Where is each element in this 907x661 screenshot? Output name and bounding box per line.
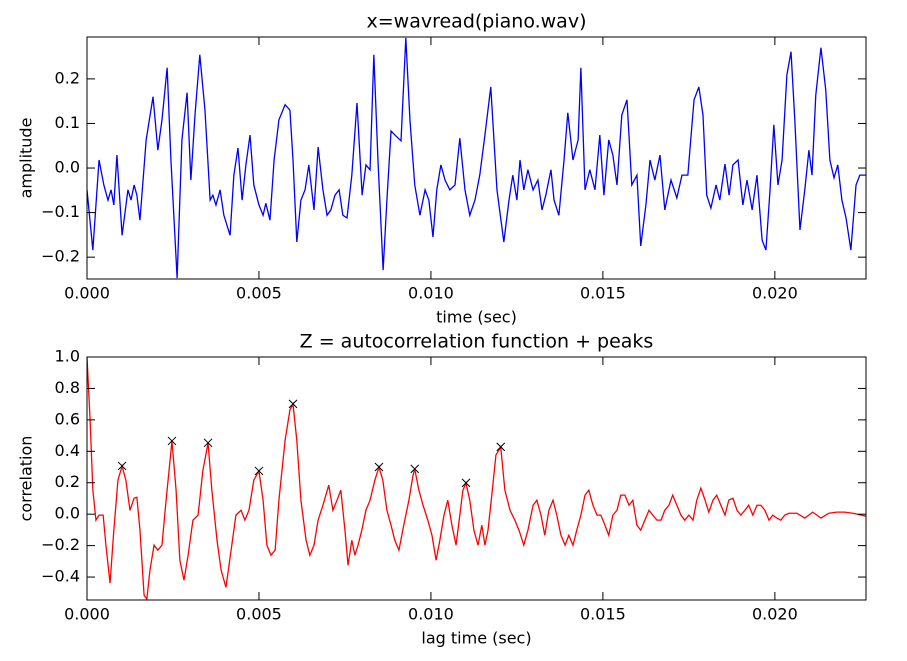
y-axis-label: amplitude [17, 118, 36, 199]
y-tick-label: −0.1 [41, 202, 80, 221]
chart-title: Z = autocorrelation function + peaks [300, 331, 654, 353]
peak-marker [496, 442, 506, 452]
y-tick-label: 1.0 [55, 347, 80, 366]
data-line [87, 37, 866, 279]
x-tick-label: 0.015 [580, 284, 626, 303]
x-tick-label: 0.020 [752, 284, 798, 303]
chart-title: x=wavread(piano.wav) [367, 11, 587, 33]
y-tick-label: 0.6 [55, 409, 80, 428]
y-tick-label: −0.4 [41, 567, 80, 586]
y-tick-label: 0.2 [55, 68, 80, 87]
peak-marker [203, 438, 213, 448]
y-tick-label: −0.2 [41, 247, 80, 266]
x-tick-label: 0.015 [580, 605, 626, 624]
x-tick-label: 0.000 [64, 284, 110, 303]
x-axis-label: time (sec) [436, 308, 517, 327]
y-tick-label: 0.0 [55, 504, 80, 523]
peak-marker [374, 462, 384, 472]
peak-marker [167, 436, 177, 446]
peak-marker [254, 466, 264, 476]
y-tick-label: 0.2 [55, 472, 80, 491]
y-tick-label: 0.8 [55, 378, 80, 397]
axes-frame [86, 356, 867, 601]
x-tick-label: 0.020 [752, 605, 798, 624]
x-tick-label: 0.010 [408, 284, 454, 303]
y-tick-label: −0.2 [41, 535, 80, 554]
peak-marker [288, 399, 298, 409]
axes-frame [86, 36, 867, 280]
peak-marker [461, 478, 471, 488]
y-tick-label: 0.1 [55, 113, 80, 132]
y-axis-label: correlation [17, 436, 36, 522]
x-axis-label: lag time (sec) [421, 629, 531, 648]
x-tick-label: 0.000 [64, 605, 110, 624]
peak-marker [117, 461, 127, 471]
y-tick-label: 0.4 [55, 441, 80, 460]
x-tick-label: 0.010 [408, 605, 454, 624]
x-tick-label: 0.005 [236, 605, 282, 624]
y-tick-label: 0.0 [55, 158, 80, 177]
peak-marker [410, 464, 420, 474]
x-tick-label: 0.005 [236, 284, 282, 303]
data-line [87, 357, 866, 600]
